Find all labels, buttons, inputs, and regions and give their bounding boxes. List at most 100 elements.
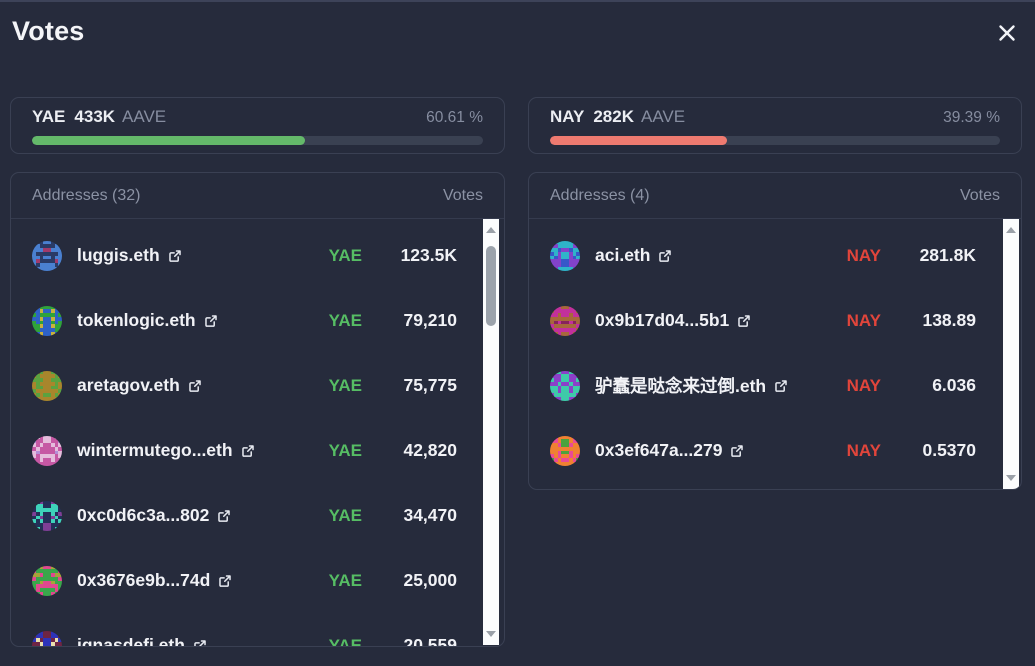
address-name: wintermutego...eth xyxy=(77,440,233,460)
avatar xyxy=(550,240,580,271)
nay-percent: 39.39 % xyxy=(943,109,1000,126)
address-name: ignasdefi.eth xyxy=(77,635,185,646)
yae-votes-column-header: Votes xyxy=(442,186,483,204)
scrollbar-thumb[interactable] xyxy=(486,246,496,326)
vote-amount: 123.5K xyxy=(400,245,457,265)
vote-row: tokenlogic.eth YAE 79,210 xyxy=(11,288,504,353)
yae-total-amount: 433K xyxy=(74,107,116,126)
avatar xyxy=(32,500,62,531)
external-link-icon xyxy=(188,379,201,392)
nay-summary-card: NAY 282K AAVE 39.39 % xyxy=(528,97,1022,154)
scroll-down-arrow-icon[interactable] xyxy=(1006,475,1016,481)
nay-total-amount: 282K xyxy=(593,107,634,126)
vote-support-label: NAY xyxy=(846,375,881,395)
address-link[interactable]: wintermutego...eth xyxy=(77,440,255,461)
nay-addresses-header: Addresses (4) xyxy=(550,186,650,204)
avatar xyxy=(32,630,62,646)
address-name: luggis.eth xyxy=(77,245,160,265)
vote-row: 0x3676e9b...74d YAE 25,000 xyxy=(11,548,504,613)
vote-row: 0xc0d6c3a...802 YAE 34,470 xyxy=(11,483,504,548)
vote-support-label: YAE xyxy=(328,635,362,647)
vote-amount: 25,000 xyxy=(403,570,457,590)
vote-row: luggis.eth YAE 123.5K xyxy=(11,223,504,288)
external-link-icon xyxy=(194,639,206,646)
nay-progress-fill xyxy=(550,136,728,145)
close-button[interactable] xyxy=(989,15,1025,51)
avatar xyxy=(32,370,62,401)
vote-row: 0x9b17d04...5b1 NAY 138.89 xyxy=(529,288,1021,353)
avatar xyxy=(550,370,580,401)
vote-support-label: YAE xyxy=(328,375,362,395)
vote-amount: 42,820 xyxy=(403,440,457,460)
yae-progress-track xyxy=(32,136,483,145)
address-link[interactable]: 驴蠢是哒念来过倒.eth xyxy=(595,373,788,398)
address-name: aretagov.eth xyxy=(77,375,180,395)
vote-amount: 79,210 xyxy=(403,310,457,330)
external-link-icon xyxy=(241,444,254,457)
vote-amount: 138.89 xyxy=(922,310,976,330)
address-link[interactable]: 0x3ef647a...279 xyxy=(595,440,744,461)
close-icon xyxy=(999,25,1015,41)
external-link-icon xyxy=(218,509,231,522)
address-name: 驴蠢是哒念来过倒.eth xyxy=(595,376,767,396)
yae-progress-fill xyxy=(32,136,306,145)
address-name: 0x3ef647a...279 xyxy=(595,440,723,460)
avatar xyxy=(550,305,580,336)
external-link-icon xyxy=(204,314,217,327)
vote-support-label: NAY xyxy=(846,310,881,330)
yae-list-scrollbar[interactable] xyxy=(483,219,499,645)
address-name: 0x3676e9b...74d xyxy=(77,570,211,590)
nay-progress-track xyxy=(550,136,1000,145)
avatar xyxy=(32,435,62,466)
yae-token-label: AAVE xyxy=(122,107,167,126)
vote-support-label: YAE xyxy=(328,245,362,265)
yae-addresses-card: Addresses (32) Votes luggis.eth YAE 123.5K… xyxy=(10,172,505,647)
address-link[interactable]: 0x9b17d04...5b1 xyxy=(595,310,751,331)
address-link[interactable]: luggis.eth xyxy=(77,245,182,266)
address-link[interactable]: 0x3676e9b...74d xyxy=(77,570,232,591)
vote-row: ignasdefi.eth YAE 20,559 xyxy=(11,613,504,646)
yae-percent: 60.61 % xyxy=(426,109,483,126)
avatar xyxy=(32,240,62,271)
address-link[interactable]: aci.eth xyxy=(595,245,672,266)
nay-label: NAY xyxy=(550,107,585,126)
vote-support-label: YAE xyxy=(328,440,362,460)
scroll-up-arrow-icon[interactable] xyxy=(486,227,496,233)
yae-addresses-list: luggis.eth YAE 123.5K tokenlogic.eth YAE 79,2… xyxy=(11,219,504,646)
address-link[interactable]: 0xc0d6c3a...802 xyxy=(77,505,231,526)
address-link[interactable]: aretagov.eth xyxy=(77,375,202,396)
vote-support-label: YAE xyxy=(328,570,362,590)
external-link-icon xyxy=(219,574,232,587)
vote-amount: 0.5370 xyxy=(922,440,976,460)
vote-row: aci.eth NAY 281.8K xyxy=(529,223,1021,288)
modal-top-edge xyxy=(0,0,1035,2)
address-link[interactable]: tokenlogic.eth xyxy=(77,310,218,331)
vote-amount: 20,559 xyxy=(403,635,457,646)
address-link[interactable]: ignasdefi.eth xyxy=(77,635,207,646)
vote-support-label: YAE xyxy=(328,505,362,525)
yae-label: YAE xyxy=(32,107,66,126)
vote-row: 驴蠢是哒念来过倒.eth NAY 6.036 xyxy=(529,353,1021,418)
vote-row: aretagov.eth YAE 75,775 xyxy=(11,353,504,418)
vote-amount: 281.8K xyxy=(919,245,976,265)
nay-list-scrollbar[interactable] xyxy=(1003,219,1019,489)
avatar xyxy=(32,305,62,336)
vote-amount: 75,775 xyxy=(403,375,457,395)
external-link-icon xyxy=(738,314,751,327)
vote-amount: 34,470 xyxy=(403,505,457,525)
scroll-down-arrow-icon[interactable] xyxy=(486,631,496,637)
external-link-icon xyxy=(168,249,181,262)
vote-amount: 6.036 xyxy=(932,375,976,395)
address-name: 0x9b17d04...5b1 xyxy=(595,310,730,330)
external-link-icon xyxy=(659,249,672,262)
avatar xyxy=(32,565,62,596)
vote-row: 0x3ef647a...279 NAY 0.5370 xyxy=(529,418,1021,483)
address-name: 0xc0d6c3a...802 xyxy=(77,505,210,525)
external-link-icon xyxy=(775,379,787,392)
vote-support-label: YAE xyxy=(328,310,362,330)
nay-votes-column-header: Votes xyxy=(959,186,1000,204)
scroll-up-arrow-icon[interactable] xyxy=(1006,227,1016,233)
vote-row: wintermutego...eth YAE 42,820 xyxy=(11,418,504,483)
address-name: aci.eth xyxy=(595,245,651,265)
vote-support-label: NAY xyxy=(846,245,881,265)
